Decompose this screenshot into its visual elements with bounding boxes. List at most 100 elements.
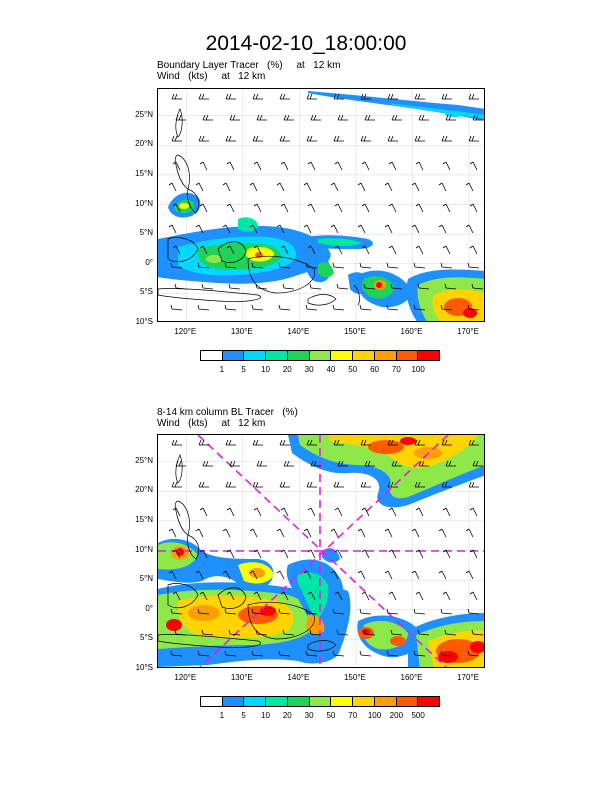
wind-barb [199,203,208,213]
colorbar-swatch [287,697,310,706]
wind-barb [388,161,397,171]
wind-barb [330,528,339,538]
wind-barb [279,135,290,142]
wind-barb [168,182,177,192]
wind-barb [467,650,480,657]
wind-barb [413,650,426,657]
wind-barb [249,182,258,192]
panel2-cross-section-lines [158,435,484,667]
wind-barb [251,262,264,269]
wind-barb [465,224,474,234]
wind-barb [168,570,177,580]
wind-barb [440,262,453,269]
wind-barb [414,439,425,446]
colorbar-label: 20 [282,365,292,374]
wind-barb [305,304,318,311]
colorbar-label: 1 [219,711,225,720]
colorbar-label: 70 [348,711,358,720]
wind-barb [468,93,479,100]
wind-barb [253,161,262,171]
wind-barb [390,283,403,290]
wind-barb [309,629,322,636]
colorbar-swatch [266,351,288,360]
wind-barb [171,481,182,488]
wind-barb [440,608,453,615]
wind-barb [276,528,285,538]
colorbar-swatch [396,351,419,360]
wind-barb [386,262,399,269]
wind-barb [333,481,344,488]
panel1-title-line2: Wind (kts) at 12 km [157,71,266,82]
wind-barb [253,507,262,517]
wind-barb [442,203,451,213]
colorbar-swatch [244,351,267,360]
wind-barb [280,203,289,213]
wind-barb [283,114,294,121]
wind-barb [222,570,231,580]
wind-barb [441,93,452,100]
wind-barb [465,182,474,192]
wind-barb [197,608,210,615]
wind-barb [249,528,258,538]
wind-barb [276,224,285,234]
wind-barb [175,460,186,467]
wind-barb [306,481,317,488]
wind-barb [228,283,241,290]
wind-barb [174,283,187,290]
wind-barb [467,262,480,269]
wind-barb [415,203,424,213]
wind-barb [472,460,483,467]
wind-barb [334,549,343,559]
wind-barb [415,245,424,255]
wind-barb [469,161,478,171]
wind-barb [359,262,372,269]
wind-barb [415,507,424,517]
wind-barb [280,507,289,517]
lon-tick-label: 170°E [457,327,479,336]
wind-barb [280,549,289,559]
wind-barb [363,629,376,636]
wind-barb [222,224,231,234]
colorbar-swatch [266,697,288,706]
wind-barb [198,481,209,488]
panel1-title-line1: Boundary Layer Tracer (%) at 12 km [157,60,341,71]
wind-barb [469,507,478,517]
colorbar-swatch [244,697,267,706]
wind-barb [444,283,457,290]
wind-barb [170,650,183,657]
wind-barb [303,528,312,538]
lon-tick-label: 150°E [343,327,366,336]
wind-barb [256,114,267,121]
wind-barb [360,439,371,446]
wind-barb [175,114,186,121]
wind-barb [441,135,452,142]
panel1-tracer-shading [158,91,484,321]
wind-barb [442,245,451,255]
wind-barb [384,570,393,580]
wind-barb [222,528,231,538]
wind-barb [306,93,317,100]
wind-barb [226,591,235,601]
colorbar-label: 100 [367,711,382,720]
wind-barb [225,481,236,488]
colorbar-label: 500 [411,711,425,720]
wind-barb [229,114,240,121]
wind-barb [280,245,289,255]
wind-barb [361,245,370,255]
panel2-wind-barbs [168,439,484,657]
wind-barb [442,591,451,601]
wind-barb [201,283,214,290]
colorbar-swatch [309,351,332,360]
lon-tick-label: 130°E [230,327,253,336]
lat-tick-label: 0° [145,257,153,267]
wind-barb [361,203,370,213]
wind-barb [445,460,456,467]
wind-barb [364,460,375,467]
wind-barb [252,135,263,142]
wind-barb [361,591,370,601]
colorbar-swatch [222,351,245,360]
wind-barb [413,608,426,615]
wind-barb [413,304,426,311]
panel1-map [157,88,485,322]
wind-barb [170,262,183,269]
